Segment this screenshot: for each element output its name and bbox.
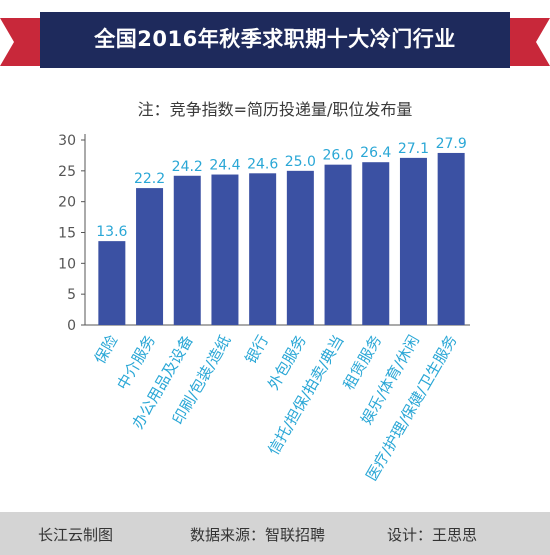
data-label: 26.4 <box>360 145 391 161</box>
footer: 长江云制图 数据来源：智联招聘 设计：王思思 <box>0 512 550 555</box>
chart-note: 注：竞争指数=简历投递量/职位发布量 <box>137 100 413 119</box>
x-tick-label: 保险 <box>91 332 122 367</box>
banner-bar <box>40 12 510 68</box>
y-tick-label: 15 <box>58 226 76 242</box>
data-label: 24.4 <box>209 158 240 174</box>
y-tick-label: 0 <box>67 318 76 334</box>
bar <box>98 241 126 325</box>
bar <box>286 170 314 325</box>
data-label: 25.0 <box>285 154 316 170</box>
data-label: 24.2 <box>172 159 203 175</box>
data-label: 26.0 <box>322 148 353 164</box>
y-tick-label: 5 <box>67 287 76 303</box>
bar <box>437 152 465 325</box>
data-label: 27.1 <box>398 141 429 157</box>
x-tick-label: 银行 <box>242 332 273 367</box>
banner-graphic <box>0 12 550 68</box>
data-label: 24.6 <box>247 156 278 172</box>
bar <box>249 173 277 325</box>
y-tick-label: 30 <box>58 133 76 149</box>
data-label: 13.6 <box>96 224 127 240</box>
bar-chart: 0 5 10 15 20 25 30 13.6 22.2 24.2 24.4 24.6 25.0 26.… <box>58 133 470 484</box>
bars <box>98 152 465 325</box>
title-banner: 全国2016年秋季求职期十大冷门行业 <box>0 0 550 80</box>
bar <box>399 157 427 325</box>
bar <box>136 188 164 325</box>
bar <box>173 175 201 325</box>
data-label: 27.9 <box>436 136 467 152</box>
y-tick-label: 25 <box>58 164 76 180</box>
footer-data-source: 数据来源：智联招聘 <box>190 526 326 544</box>
y-axis: 0 5 10 15 20 25 30 <box>58 133 470 334</box>
data-label: 22.2 <box>134 171 165 187</box>
bar <box>362 162 390 325</box>
bar <box>211 174 239 325</box>
y-tick-label: 10 <box>58 256 76 272</box>
value-labels: 13.6 22.2 24.2 24.4 24.6 25.0 26.0 26.4 27.1 27.9 <box>96 136 466 240</box>
chart-title: 全国2016年秋季求职期十大冷门行业 <box>94 27 456 51</box>
bar <box>324 164 352 325</box>
footer-source-credit: 长江云制图 <box>38 526 114 544</box>
x-tick-label: 信托/担保/拍卖/典当 <box>264 332 347 458</box>
footer-designer: 设计：王思思 <box>387 526 478 544</box>
y-tick-label: 20 <box>58 195 76 211</box>
